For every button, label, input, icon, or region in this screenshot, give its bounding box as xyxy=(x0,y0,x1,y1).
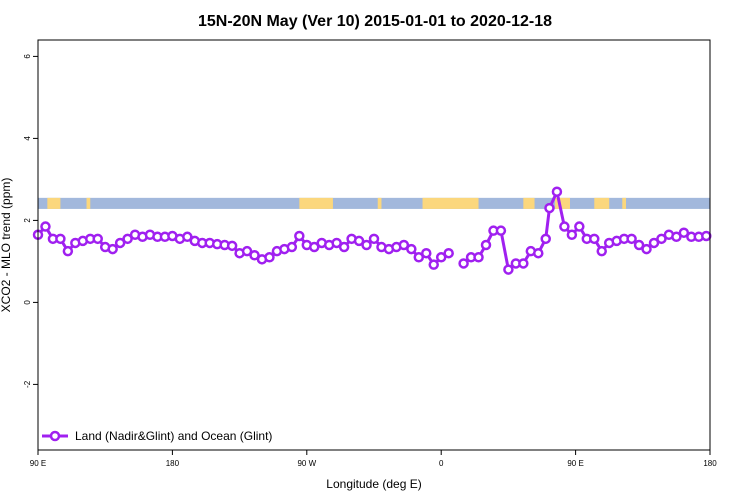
chart-title: 15N-20N May (Ver 10) 2015-01-01 to 2020-… xyxy=(198,13,552,30)
data-point xyxy=(122,233,133,245)
series-layer xyxy=(32,186,712,275)
data-point xyxy=(62,245,74,257)
data-point xyxy=(641,243,652,255)
y-tick-label: 4 xyxy=(23,136,32,141)
data-point xyxy=(338,241,350,253)
data-point xyxy=(55,233,66,245)
data-point xyxy=(249,250,260,261)
data-point xyxy=(294,230,305,242)
y-tick-label: 0 xyxy=(23,300,32,305)
data-point xyxy=(589,233,600,245)
data-point xyxy=(361,239,372,251)
data-point xyxy=(309,241,320,253)
data-point xyxy=(443,247,454,259)
x-tick-label: 90 W xyxy=(297,459,316,468)
x-tick-label: 90 E xyxy=(567,459,583,468)
data-point xyxy=(40,221,51,232)
y-axis-label: XCO2 - MLO trend (ppm) xyxy=(0,178,13,313)
x-tick-label: 0 xyxy=(439,459,444,468)
data-point xyxy=(368,233,380,245)
x-axis-ticks: 90 E 180 90 W 0 90 E 180 xyxy=(30,450,717,468)
data-point xyxy=(413,252,425,263)
data-point xyxy=(107,243,118,255)
legend-point-marker xyxy=(49,430,61,442)
x-tick-label: 90 E xyxy=(30,459,46,468)
data-point xyxy=(182,231,193,243)
data-point xyxy=(398,239,410,251)
data-point xyxy=(533,247,544,259)
data-point xyxy=(559,221,570,232)
data-point xyxy=(701,230,712,242)
land-segment xyxy=(523,197,535,209)
data-point xyxy=(264,252,275,263)
data-point xyxy=(566,229,578,240)
data-point xyxy=(473,252,484,263)
data-point xyxy=(480,239,492,251)
data-point xyxy=(540,233,551,245)
data-point xyxy=(574,221,585,232)
y-tick-label: -2 xyxy=(23,380,32,388)
land-segment xyxy=(422,197,479,209)
land-segment xyxy=(47,197,61,209)
y-tick-label: 2 xyxy=(23,218,32,223)
data-point xyxy=(671,231,682,243)
data-point xyxy=(626,233,637,245)
x-axis-label: Longitude (deg E) xyxy=(326,477,421,491)
data-point xyxy=(551,186,563,197)
data-point xyxy=(353,235,365,247)
data-point xyxy=(656,233,667,245)
x-tick-label: 180 xyxy=(703,459,717,468)
data-point xyxy=(678,227,690,238)
data-point xyxy=(648,237,660,249)
data-point xyxy=(495,225,507,236)
data-point xyxy=(503,264,514,275)
data-point xyxy=(428,259,439,270)
y-tick-label: 6 xyxy=(23,54,32,59)
land-segment xyxy=(299,197,333,209)
data-point xyxy=(544,202,555,214)
x-tick-label: 180 xyxy=(166,459,180,468)
data-point xyxy=(114,237,126,249)
data-point xyxy=(241,245,253,257)
data-point xyxy=(406,243,417,255)
land-segment xyxy=(555,197,570,209)
land-segment xyxy=(622,197,626,209)
legend: Land (Nadir&Glint) and Ocean (Glint) xyxy=(42,429,272,443)
plot-frame xyxy=(37,39,711,451)
legend-label: Land (Nadir&Glint) and Ocean (Glint) xyxy=(75,429,272,443)
data-point xyxy=(286,241,298,253)
data-point xyxy=(435,252,447,263)
data-point xyxy=(518,258,529,269)
land-segment xyxy=(377,197,382,209)
land-segment xyxy=(86,197,91,209)
land-segment xyxy=(594,197,610,209)
data-point xyxy=(331,237,342,249)
ocean-band xyxy=(38,197,710,209)
data-point xyxy=(633,239,645,251)
data-point xyxy=(421,247,432,259)
data-point xyxy=(458,258,469,269)
land-mask-band xyxy=(38,197,710,209)
data-point xyxy=(92,233,103,245)
data-point xyxy=(596,245,607,257)
data-point xyxy=(226,240,238,252)
y-axis-ticks: -2 0 2 4 6 xyxy=(23,54,38,388)
